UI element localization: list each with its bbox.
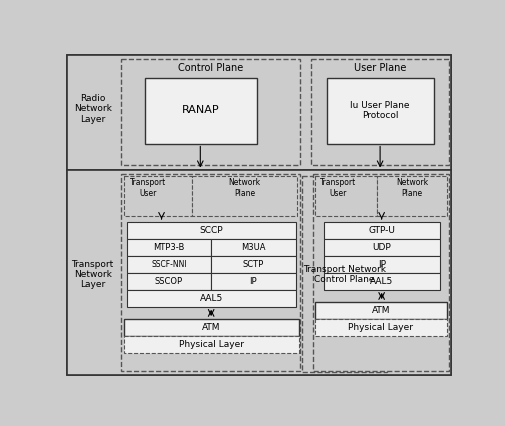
Bar [144,78,257,144]
Text: Transport Network
Control Plane: Transport Network Control Plane [303,265,386,284]
Text: MTP3-B: MTP3-B [153,243,185,252]
Bar [211,239,295,256]
Bar [315,319,447,336]
Text: Network
Plane: Network Plane [396,178,428,198]
Text: Network
Plane: Network Plane [228,178,261,198]
Bar [324,256,440,273]
Bar [127,239,211,256]
Bar [127,290,295,307]
Bar [315,302,447,319]
Bar [124,319,299,336]
Text: User Plane: User Plane [354,63,407,73]
Bar [192,176,297,216]
Text: Control Plane: Control Plane [178,63,243,73]
Bar [313,174,449,371]
Bar [211,256,295,273]
Bar [377,176,447,216]
Bar [211,273,295,290]
Bar [327,78,434,144]
Bar [67,170,450,375]
Text: Transport
Network
Layer: Transport Network Layer [71,259,114,289]
Bar [311,59,449,165]
Bar [324,273,440,290]
Bar [121,59,299,165]
Bar [324,222,440,239]
Text: Iu User Plane
Protocol: Iu User Plane Protocol [350,101,410,120]
Text: AAL5: AAL5 [370,277,393,286]
Bar [67,55,450,170]
Text: M3UA: M3UA [241,243,266,252]
Text: GTP-U: GTP-U [368,226,395,235]
Text: Physical Layer: Physical Layer [179,340,243,349]
Text: Transport
User: Transport User [320,178,357,198]
Text: SCTP: SCTP [243,260,264,269]
Text: UDP: UDP [372,243,391,252]
Text: SSCOP: SSCOP [155,277,183,286]
Bar [127,273,211,290]
Text: IP: IP [249,277,257,286]
Bar [124,336,299,353]
Text: Transport
User: Transport User [130,178,167,198]
Text: SCCP: SCCP [199,226,223,235]
Bar [121,174,299,371]
Text: Physical Layer: Physical Layer [348,323,414,332]
Text: IP: IP [378,260,386,269]
Text: AAL5: AAL5 [199,294,223,303]
Bar [315,176,377,216]
Text: RANAP: RANAP [181,105,219,115]
Bar [302,176,387,372]
Text: ATM: ATM [372,306,390,315]
Bar [324,239,440,256]
Bar [124,176,192,216]
Text: Radio
Network
Layer: Radio Network Layer [74,94,112,124]
Text: ATM: ATM [202,323,220,332]
Bar [127,222,295,239]
Bar [127,256,211,273]
Text: SSCF-NNI: SSCF-NNI [151,260,187,269]
